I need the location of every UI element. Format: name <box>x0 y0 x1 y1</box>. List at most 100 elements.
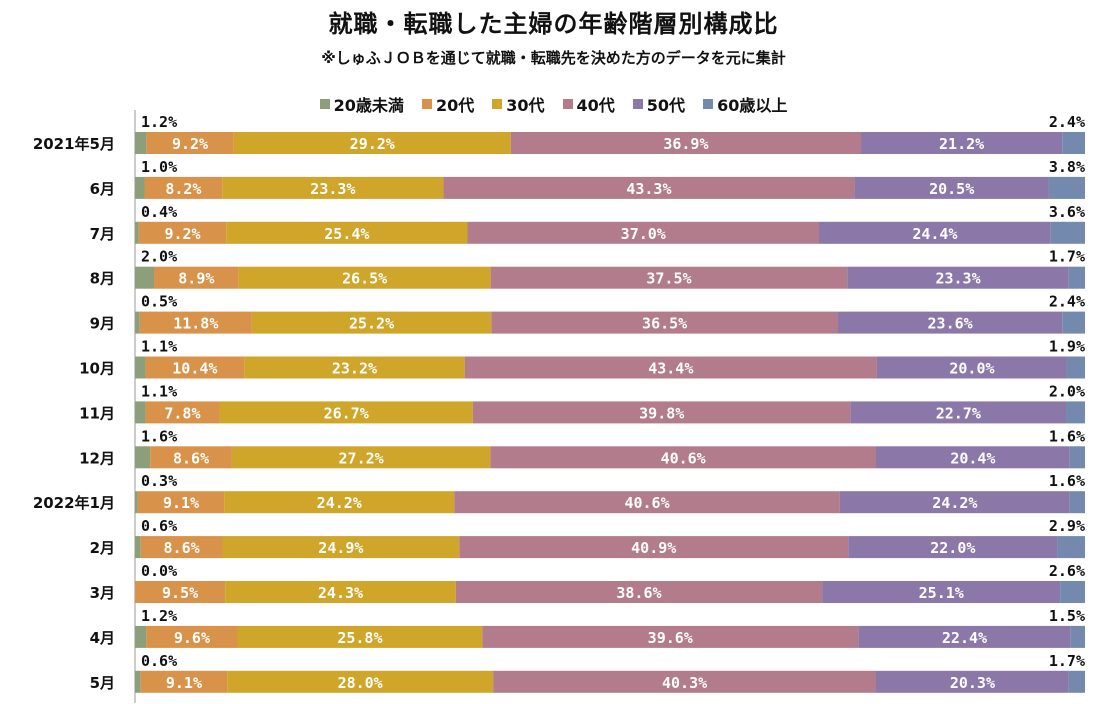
data-label: 29.2% <box>350 135 395 153</box>
data-label: 2.0% <box>141 248 177 266</box>
bar-segment <box>838 311 1063 334</box>
data-label: 22.0% <box>930 539 975 557</box>
data-label: 11.8% <box>173 315 218 333</box>
category-label: 9月 <box>90 315 115 333</box>
legend-label: 50代 <box>646 96 686 115</box>
bar-segment <box>225 581 456 603</box>
bar-segment <box>1069 491 1085 514</box>
bar-segment <box>1060 581 1085 603</box>
data-label: 26.5% <box>342 270 387 288</box>
data-label: 37.0% <box>621 225 666 243</box>
data-label: 1.2% <box>141 607 177 625</box>
bar-segment <box>227 670 494 693</box>
data-label: 2.6% <box>1049 562 1085 580</box>
bar-segment <box>490 446 876 469</box>
legend-swatch <box>492 99 503 109</box>
bar-segment <box>1068 266 1085 289</box>
bar-segment <box>490 266 848 289</box>
data-label: 1.1% <box>141 382 177 400</box>
bar-segment <box>145 401 220 424</box>
legend-item-1: 20代 <box>421 92 475 116</box>
data-label: 39.8% <box>639 404 684 422</box>
data-label: 20.5% <box>929 180 974 198</box>
data-label: 23.2% <box>332 360 377 378</box>
legend-label: 20代 <box>435 96 475 115</box>
data-label: 9.2% <box>164 225 200 243</box>
data-label: 22.7% <box>936 404 981 422</box>
data-label: 25.4% <box>324 225 369 243</box>
chart-title: 就職・転職した主婦の年齢階層別構成比 <box>328 10 779 38</box>
category-label: 7月 <box>90 225 115 243</box>
bar-segment <box>1062 311 1085 334</box>
bar-segment <box>154 266 239 289</box>
data-label: 8.9% <box>178 270 214 288</box>
data-label: 37.5% <box>646 270 691 288</box>
bar-segment <box>135 176 145 199</box>
data-label: 2.0% <box>1049 382 1085 400</box>
data-label: 23.3% <box>310 180 355 198</box>
data-label: 20.3% <box>950 674 995 692</box>
bar-segment <box>238 266 491 289</box>
legend-item-4: 50代 <box>632 92 686 116</box>
bar-segment <box>146 625 238 648</box>
bar-segment <box>140 536 223 559</box>
bar-segment <box>493 670 876 693</box>
bar-segment <box>839 491 1070 514</box>
bar-segment <box>145 356 245 379</box>
bar-segment <box>443 176 855 199</box>
bar-segment <box>251 311 492 334</box>
data-label: 1.5% <box>1049 607 1085 625</box>
data-label: 1.7% <box>1049 652 1085 670</box>
category-label: 2022年1月 <box>33 494 115 512</box>
bar-segment <box>135 221 139 244</box>
data-label: 9.1% <box>163 494 199 512</box>
bar-segment <box>1057 536 1085 559</box>
legend-swatch <box>421 99 432 109</box>
data-label: 0.4% <box>141 203 177 221</box>
data-label: 40.6% <box>661 449 706 467</box>
data-label: 43.3% <box>626 180 671 198</box>
bar-segment <box>135 625 147 648</box>
data-label: 1.0% <box>141 158 177 176</box>
legend-label: 60歳以上 <box>717 96 788 115</box>
data-label: 1.6% <box>1049 472 1085 490</box>
data-label: 9.1% <box>166 674 202 692</box>
data-label: 8.6% <box>164 539 200 557</box>
bar-segment <box>135 670 141 693</box>
data-label: 38.6% <box>616 584 661 602</box>
data-label: 25.2% <box>349 315 394 333</box>
data-label: 24.4% <box>912 225 957 243</box>
legend-label: 30代 <box>506 96 545 115</box>
bar-segment <box>1048 176 1085 199</box>
legend-swatch <box>562 99 573 109</box>
data-label: 0.6% <box>141 652 177 670</box>
data-label: 23.6% <box>928 315 973 333</box>
data-label: 24.2% <box>932 494 977 512</box>
bar-segment <box>140 670 228 693</box>
bar-segment <box>135 311 140 334</box>
data-label: 25.1% <box>919 584 964 602</box>
bar-segment <box>876 356 1067 379</box>
data-label: 8.2% <box>165 180 201 198</box>
bar-segment <box>244 356 465 379</box>
bar-segment <box>226 221 468 244</box>
category-label: 12月 <box>79 449 115 467</box>
data-label: 9.5% <box>162 584 198 602</box>
bar-segment <box>233 132 511 154</box>
category-label: 8月 <box>90 270 115 288</box>
category-label: 3月 <box>90 584 115 602</box>
bar-segment <box>854 176 1049 199</box>
data-label: 3.6% <box>1049 203 1085 221</box>
bar-segment <box>858 625 1071 648</box>
bar-segment <box>219 401 473 424</box>
data-label: 2.9% <box>1049 517 1085 535</box>
data-label: 20.0% <box>949 360 994 378</box>
data-label: 36.5% <box>642 315 687 333</box>
bar-segment <box>482 625 859 648</box>
data-label: 7.8% <box>164 404 200 422</box>
bar-segment <box>464 356 877 379</box>
bar-segment <box>135 356 146 379</box>
data-label: 40.6% <box>624 494 669 512</box>
category-label: 4月 <box>90 629 115 647</box>
bar-segment <box>135 491 138 514</box>
